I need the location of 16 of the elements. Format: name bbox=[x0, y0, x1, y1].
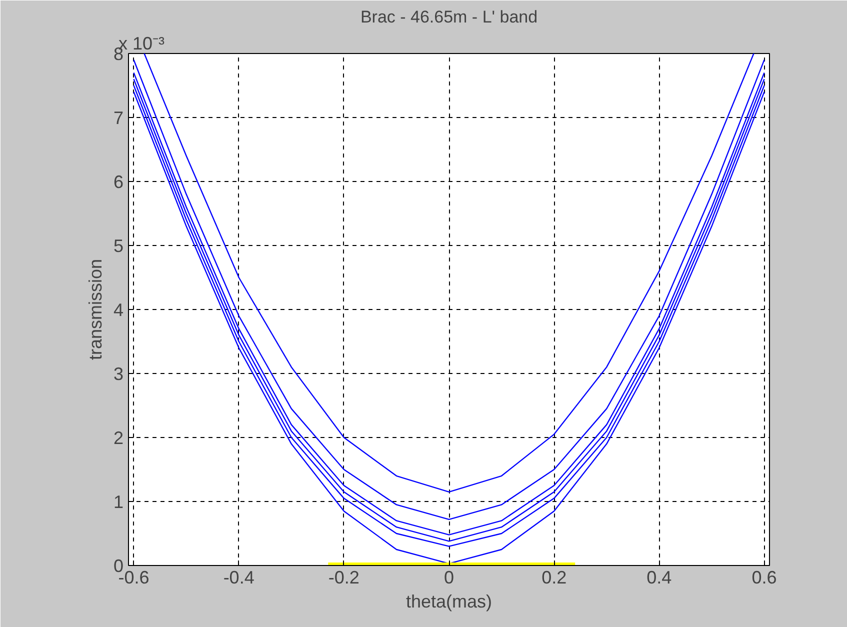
y-tick-label: 7 bbox=[113, 108, 124, 128]
y-tick-label: 1 bbox=[113, 492, 124, 512]
y-tick-label: 6 bbox=[113, 172, 124, 192]
x-tick-label: -0.4 bbox=[223, 568, 254, 588]
y-axis-title: transmission bbox=[85, 258, 106, 360]
y-tick-label: 5 bbox=[113, 236, 124, 256]
x-tick-label: -0.2 bbox=[328, 568, 360, 588]
x-tick-label: 0 bbox=[444, 568, 454, 588]
x-tick-label: 0.4 bbox=[646, 568, 672, 588]
chart-title: Brac - 46.65m - L' band bbox=[360, 8, 538, 26]
y-tick-label: 2 bbox=[113, 428, 124, 448]
y-tick-label: 4 bbox=[113, 300, 124, 320]
x-axis-title: theta(mas) bbox=[406, 592, 492, 612]
x-tick-label: 0.2 bbox=[542, 568, 567, 588]
x-tick-label: 0.6 bbox=[752, 568, 777, 588]
y-tick-label: 3 bbox=[113, 364, 124, 384]
